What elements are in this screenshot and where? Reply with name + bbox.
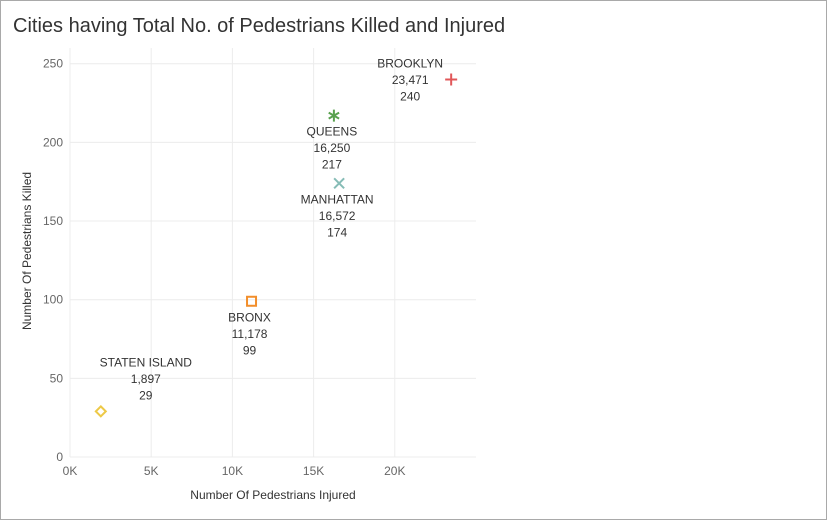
- x-tick-label: 15K: [303, 464, 324, 478]
- axis-ticks: 0 50 100 150 200 250 0K 5K 10K 15K 20K: [43, 57, 406, 478]
- city-label: QUEENS: [307, 125, 358, 139]
- marker-brooklyn: [445, 73, 458, 86]
- killed-value-label: 240: [400, 89, 420, 103]
- marker-manhattan: [333, 177, 345, 189]
- marker-bronx: [246, 295, 258, 307]
- y-tick-label: 200: [43, 135, 63, 149]
- x-tick-label: 10K: [222, 464, 243, 478]
- x-axis-title: Number Of Pedestrians Injured: [190, 488, 355, 502]
- city-label: BRONX: [228, 310, 271, 324]
- x-tick-label: 5K: [144, 464, 159, 478]
- data-points: BROOKLYN 23,471 240 QUEENS 16,250 217 MANHATTA…: [94, 56, 458, 418]
- y-tick-label: 250: [43, 57, 63, 71]
- y-tick-label: 100: [43, 293, 63, 307]
- x-tick-label: 20K: [384, 464, 405, 478]
- city-label: STATEN ISLAND: [100, 355, 193, 369]
- city-label: MANHATTAN: [301, 192, 374, 206]
- killed-value-label: 99: [243, 343, 257, 357]
- gridlines: [69, 48, 476, 458]
- killed-value-label: 217: [322, 158, 342, 172]
- killed-value-label: 174: [327, 225, 347, 239]
- y-tick-label: 50: [50, 371, 64, 385]
- injured-value-label: 11,178: [232, 327, 268, 341]
- marker-staten-island: [94, 404, 108, 418]
- injured-value-label: 23,471: [392, 73, 429, 87]
- injured-value-label: 1,897: [131, 372, 161, 386]
- marker-queens: [328, 109, 340, 122]
- injured-value-label: 16,250: [314, 141, 351, 155]
- y-axis-title: Number Of Pedestrians Killed: [20, 172, 34, 330]
- y-tick-label: 150: [43, 214, 63, 228]
- chart-title: Cities having Total No. of Pedestrians K…: [13, 15, 506, 37]
- injured-value-label: 16,572: [319, 209, 356, 223]
- y-tick-label: 0: [56, 450, 63, 464]
- killed-value-label: 29: [139, 388, 153, 402]
- city-label: BROOKLYN: [377, 56, 443, 70]
- x-tick-label: 0K: [63, 464, 78, 478]
